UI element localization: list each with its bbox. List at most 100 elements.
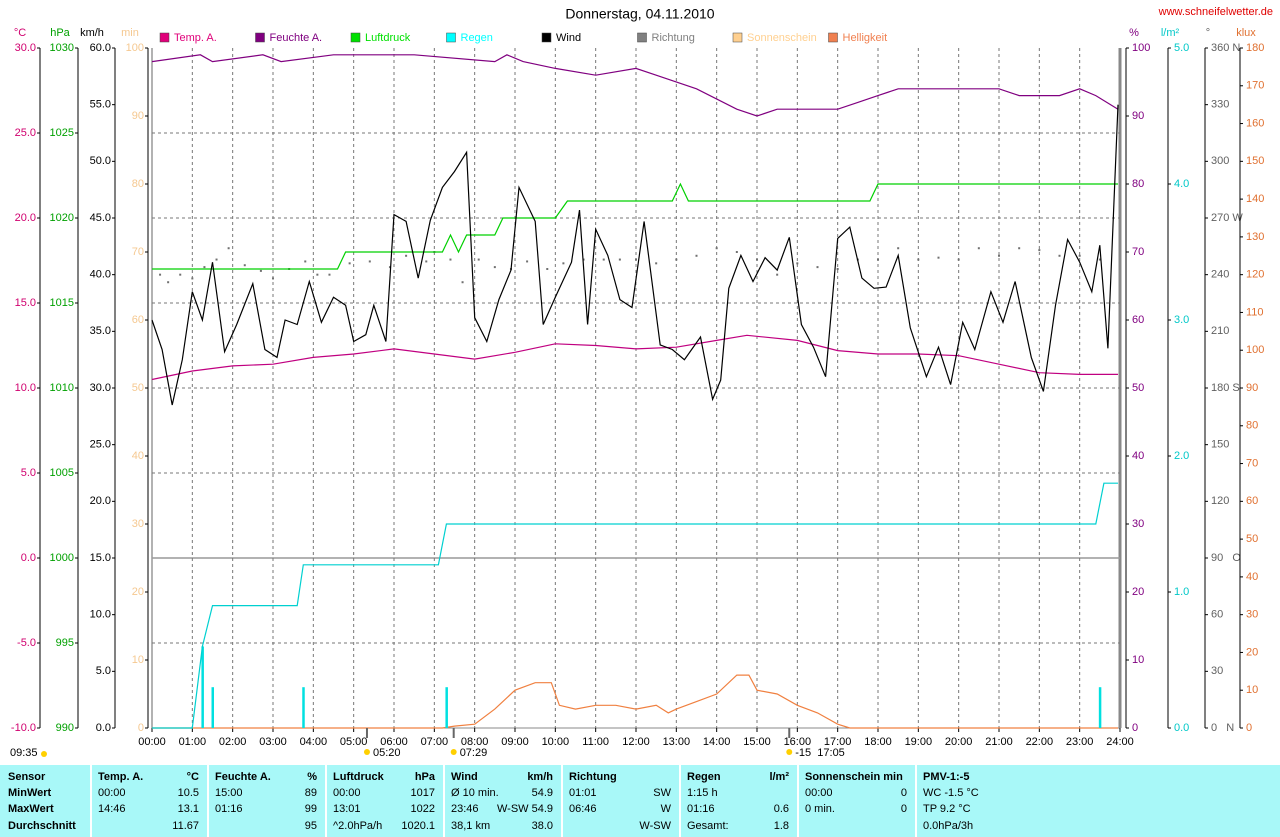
axis-tick-label: 2.0 xyxy=(1174,450,1189,462)
axis-tick-label: 1015 xyxy=(50,297,74,309)
axis-tick-label: 90 O xyxy=(1211,552,1241,564)
table-cell: 0.6 xyxy=(773,803,789,815)
direction-dot xyxy=(388,266,391,269)
legend-swatch xyxy=(159,32,170,43)
axis-tick-label: 30 xyxy=(132,518,144,530)
direction-dot xyxy=(179,273,182,276)
legend-label: Wind xyxy=(556,32,581,44)
direction-dot xyxy=(1098,258,1101,261)
table-header: Luftdruck xyxy=(333,771,384,783)
rain-bar xyxy=(1098,687,1102,728)
axis-tick-label: 360 N xyxy=(1211,42,1240,54)
direction-dot xyxy=(695,254,698,257)
x-tick-label: 14:00 xyxy=(703,736,731,748)
table-cell: 0 xyxy=(900,787,907,799)
row-label: Durchschnitt xyxy=(8,820,76,832)
axis-tick-label: 120 xyxy=(1246,269,1264,281)
table-header: Sensor xyxy=(8,771,46,783)
table-unit: °C xyxy=(186,771,199,783)
direction-dot xyxy=(735,251,738,253)
axis-tick-label: 45.0 xyxy=(90,212,111,224)
axis-tick-label: 60 xyxy=(1132,314,1144,326)
table-column: Temp. A. °C 00:00 10.5 14:46 13.1 11.67 xyxy=(90,765,207,837)
table-cell: 89 xyxy=(304,787,317,799)
direction-dot xyxy=(227,247,230,250)
axis-tick-label: 40 xyxy=(132,450,144,462)
table-cell: 00:00 xyxy=(98,787,126,799)
axis-tick-label: 30.0 xyxy=(15,42,36,54)
axis-tick-label: 1030 xyxy=(50,42,74,54)
axis-tick-label: 1.0 xyxy=(1174,586,1189,598)
table-column: Feuchte A.% 15:00 89 01:16 99 95 xyxy=(207,765,325,837)
sun-icon xyxy=(450,749,457,755)
table-header: Sonnenschein min xyxy=(805,771,903,783)
table-column: Regen l/m² 1:15 h 01:16 0.6 Gesamt: 1.8 xyxy=(679,765,797,837)
axis-tick-label: 15.0 xyxy=(15,297,36,309)
x-tick-label: 12:00 xyxy=(622,736,650,748)
axis-tick-label: 170 xyxy=(1246,80,1264,92)
axis-tick-label: 180 xyxy=(1246,42,1264,54)
table-cell: 38.0 xyxy=(531,820,553,832)
x-tick-label: 18:00 xyxy=(864,736,892,748)
table-cell: 00:00 xyxy=(333,787,361,799)
series-line xyxy=(151,334,1118,381)
axis-tick-label: 20.0 xyxy=(15,212,36,224)
table-header: Wind xyxy=(451,771,478,783)
direction-dot xyxy=(998,254,1000,257)
table-cell: Gesamt: xyxy=(687,820,729,832)
table-cell: 38,1 km xyxy=(451,820,491,832)
axis-tick-label: 4.0 xyxy=(1174,178,1189,190)
table-cell: 15:00 xyxy=(215,787,243,799)
table-cell: 0.0hPa/3h xyxy=(923,820,974,832)
axis-tick-label: 90 xyxy=(1132,110,1144,122)
table-header: Regen xyxy=(687,771,721,783)
axis-tick-label: 30.0 xyxy=(90,382,111,394)
direction-dot xyxy=(1078,254,1081,257)
axis-tick-label: 55.0 xyxy=(90,99,111,111)
axis-tick-label: 80 xyxy=(1246,420,1258,432)
axis-tick-label: 20.0 xyxy=(90,495,111,507)
series-line xyxy=(151,54,1119,117)
axis-title: km/h xyxy=(80,27,104,39)
direction-dot xyxy=(493,266,496,269)
table-column: Sensor MinWert MaxWert Durchschnitt xyxy=(0,765,90,837)
direction-dot xyxy=(215,258,218,261)
table-header: Temp. A. xyxy=(98,771,144,783)
x-tick-label: 04:00 xyxy=(300,736,328,748)
direction-dot xyxy=(937,256,940,259)
axis-tick-label: 5.0 xyxy=(21,467,36,479)
table-unit: l/m² xyxy=(769,771,789,783)
row-label: MaxWert xyxy=(8,803,54,815)
table-cell: 01:01 xyxy=(569,787,597,799)
axis-title: min xyxy=(121,27,139,39)
axis-tick-label: 80 xyxy=(1132,178,1144,190)
axis-tick-label: 30 xyxy=(1132,518,1144,530)
sun-icon xyxy=(41,751,47,757)
x-tick-label: 11:00 xyxy=(582,736,609,748)
direction-dot xyxy=(877,258,879,261)
axis-title: °C xyxy=(14,27,26,39)
chart-title: Donnerstag, 04.11.2010 xyxy=(565,6,714,22)
table-unit: km/h xyxy=(527,771,553,783)
direction-dot xyxy=(1038,249,1041,252)
axis-tick-label: 60.0 xyxy=(90,42,111,54)
x-tick-label: 10:00 xyxy=(542,736,570,748)
axis-tick-label: 90 xyxy=(1246,382,1258,394)
x-tick-label: 17:00 xyxy=(824,736,852,748)
legend-swatch xyxy=(637,32,647,43)
table-cell: WC -1.5 °C xyxy=(923,787,979,799)
axis-tick-label: 0.0 xyxy=(1174,722,1189,734)
direction-dot xyxy=(526,260,529,263)
axis-tick-label: 50 xyxy=(1246,533,1258,545)
legend-label: Feuchte A. xyxy=(270,32,323,44)
axis-tick-label: 1005 xyxy=(50,467,74,479)
axis-tick-label: 0.0 xyxy=(96,722,111,734)
axis-tick-label: 5.0 xyxy=(1174,42,1189,54)
axis-tick-label: 20 xyxy=(1246,646,1258,658)
table-cell: 11.67 xyxy=(172,820,199,832)
x-tick-label: 02:00 xyxy=(219,736,247,748)
legend-label: Helligkeit xyxy=(843,32,888,44)
table-column: Richtung 01:01 SW 06:46 W W-SW xyxy=(561,765,679,837)
table-cell: SW xyxy=(653,787,671,799)
